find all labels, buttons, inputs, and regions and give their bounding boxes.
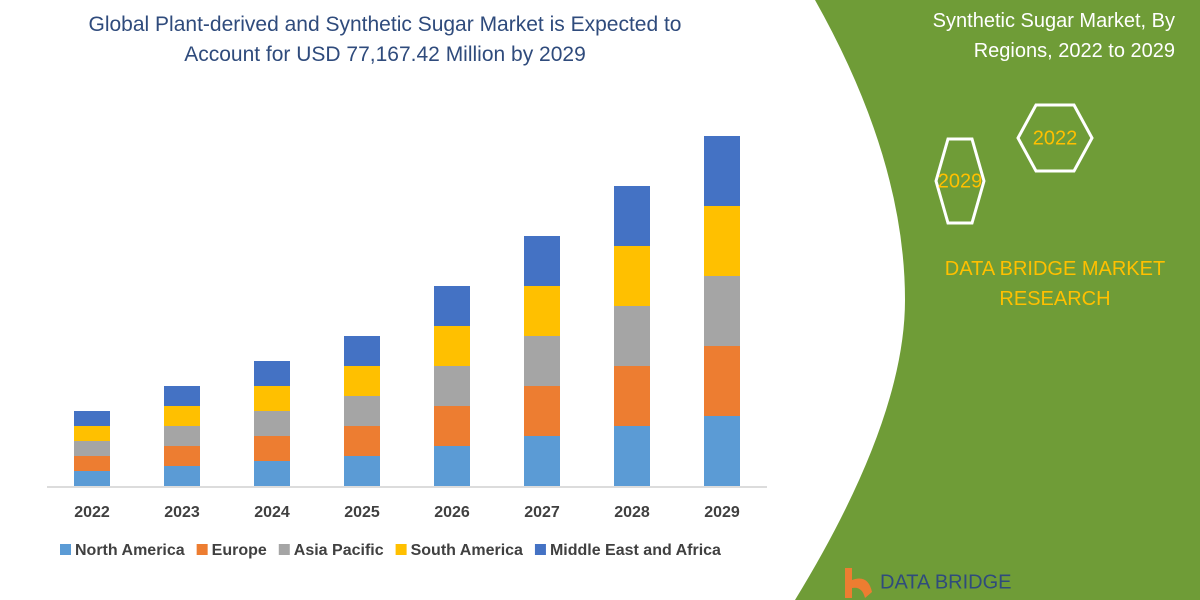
bar-segment [434, 446, 470, 486]
x-tick-label: 2029 [704, 504, 740, 521]
bar-segment [614, 246, 650, 306]
bar-segment [614, 366, 650, 426]
legend-marker [60, 544, 71, 555]
hexagon-label: 2022 [1033, 127, 1078, 149]
bar-segment [74, 441, 110, 456]
bar-segment [704, 346, 740, 416]
bar-segment [614, 426, 650, 486]
bar-segment [164, 406, 200, 426]
bar-segment [524, 386, 560, 436]
bar-segment [704, 206, 740, 276]
legend-label: Europe [212, 542, 267, 559]
hexagon [934, 137, 986, 225]
bar-segment [524, 336, 560, 386]
bar-segment [164, 446, 200, 466]
bar-segment [164, 426, 200, 446]
chart-title: Global Plant-derived and Synthetic Sugar… [88, 13, 682, 66]
x-tick-label: 2024 [254, 504, 290, 521]
bar-segment [614, 306, 650, 366]
bar-segment [434, 286, 470, 326]
side-panel [795, 0, 1200, 600]
x-tick-label: 2028 [614, 504, 650, 521]
x-tick-label: 2026 [434, 504, 470, 521]
legend-label: North America [75, 542, 185, 559]
bar-segment [74, 471, 110, 486]
bar-segment [434, 406, 470, 446]
bar-segment [524, 286, 560, 336]
bar-segment [434, 366, 470, 406]
hexagon [1016, 103, 1094, 173]
bar-segment [254, 386, 290, 411]
bar-segment [524, 236, 560, 286]
x-tick-label: 2023 [164, 504, 200, 521]
bar-segment [704, 136, 740, 206]
bar-segment [74, 411, 110, 426]
bar-segment [434, 326, 470, 366]
bar-segment [344, 366, 380, 396]
panel-title: Synthetic Sugar Market, By Regions, 2022… [932, 10, 1175, 62]
x-tick-label: 2027 [524, 504, 560, 521]
legend-marker [278, 544, 290, 555]
bar-segment [344, 456, 380, 486]
logo-text: DATA BRIDGE [880, 571, 1012, 593]
bar-segment [164, 386, 200, 406]
bar-segment [164, 466, 200, 486]
legend-marker [395, 544, 407, 555]
bar-segment [704, 276, 740, 346]
bar-segment [254, 436, 290, 461]
bar-segment [344, 336, 380, 366]
hexagon-label: 2029 [938, 170, 983, 192]
legend-marker [196, 544, 208, 555]
bar-segment [74, 456, 110, 471]
logo-icon [845, 568, 872, 598]
bar-segment [704, 416, 740, 486]
bar-segment [74, 426, 110, 441]
bar-segment [614, 186, 650, 246]
x-tick-label: 2025 [344, 504, 380, 521]
bar-segment [344, 426, 380, 456]
bar-segment [254, 411, 290, 436]
bar-segment [254, 461, 290, 486]
bar-segment [344, 396, 380, 426]
x-tick-label: 2022 [74, 504, 110, 521]
bar-segment [254, 361, 290, 386]
legend-marker [534, 544, 546, 555]
brand-text: DATA BRIDGE MARKET RESEARCH [944, 258, 1166, 310]
legend-label: Asia Pacific [294, 542, 384, 559]
legend-label: Middle East and Africa [550, 542, 721, 559]
legend-label: South America [411, 542, 523, 559]
bar-segment [524, 436, 560, 486]
